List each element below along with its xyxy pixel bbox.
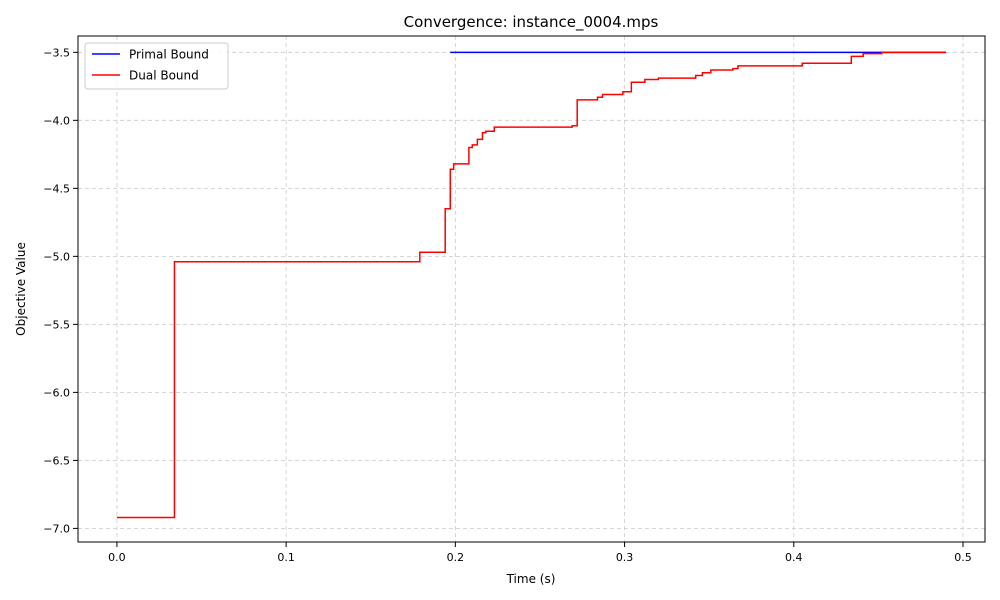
grid [78,36,985,542]
x-tick-label: 0.1 [277,551,295,564]
legend-label-dual-bound: Dual Bound [129,69,199,83]
x-axis-label: Time (s) [506,572,556,586]
y-axis-ticks: −7.0 −6.5 −6.0 −5.5 −5.0 −4.5 −4.0 −3.5 [43,46,78,535]
y-tick-label: −4.0 [43,114,70,127]
x-axis-ticks: 0.0 0.1 0.2 0.3 0.4 0.5 [108,542,972,564]
y-tick-label: −3.5 [43,46,70,59]
x-tick-label: 0.3 [616,551,634,564]
y-tick-label: −6.0 [43,386,70,399]
x-tick-label: 0.4 [785,551,803,564]
x-tick-label: 0.5 [954,551,972,564]
y-tick-label: −5.0 [43,250,70,263]
x-tick-label: 0.2 [447,551,465,564]
legend-label-primal-bound: Primal Bound [129,48,209,62]
legend-box [84,42,229,90]
y-tick-label: −6.5 [43,454,70,467]
plot-series [116,51,947,519]
y-tick-label: −4.5 [43,182,70,195]
plot-frame [77,35,986,543]
y-axis-label: Objective Value [14,242,28,336]
y-tick-label: −5.5 [43,318,70,331]
y-tick-label: −7.0 [43,522,70,535]
series-line-dual-bound [116,51,947,519]
x-tick-label: 0.0 [108,551,126,564]
chart-title: Convergence: instance_0004.mps [404,13,659,32]
legend: Primal Bound Dual Bound [84,42,229,90]
